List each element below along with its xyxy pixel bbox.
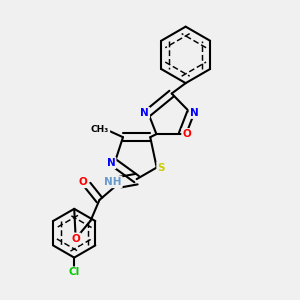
Text: N: N [190, 108, 198, 118]
Text: O: O [71, 234, 80, 244]
Text: Cl: Cl [69, 268, 80, 278]
Text: S: S [158, 163, 165, 172]
Text: O: O [182, 129, 191, 139]
Text: NH: NH [104, 177, 122, 187]
Text: O: O [79, 177, 88, 187]
Text: N: N [106, 158, 116, 168]
Text: CH₃: CH₃ [91, 125, 109, 134]
Text: N: N [140, 108, 149, 118]
